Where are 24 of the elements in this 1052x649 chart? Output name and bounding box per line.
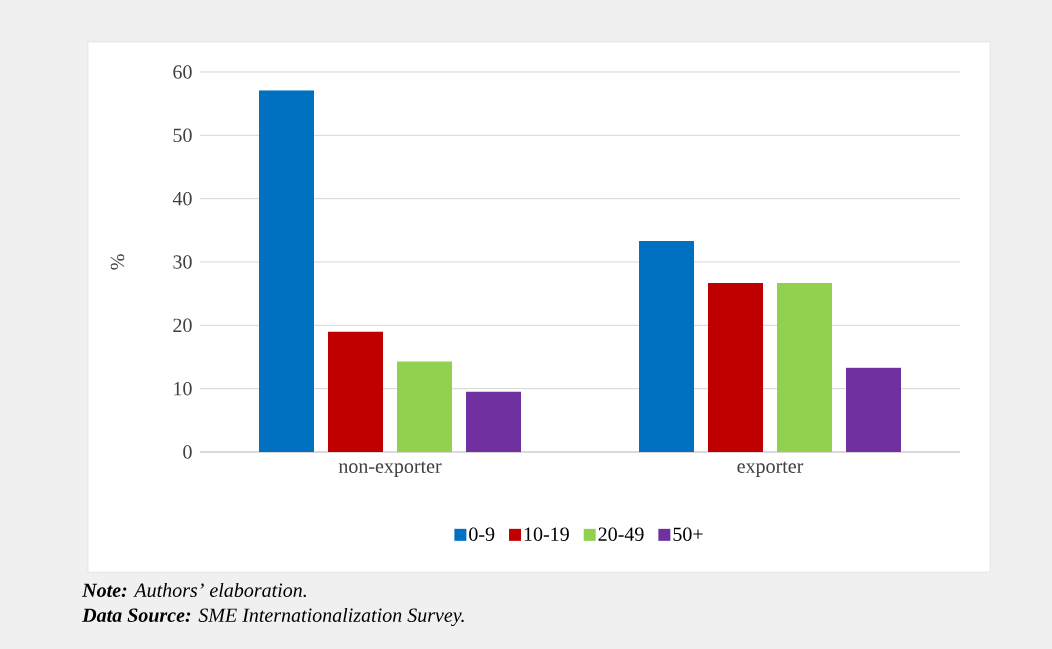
x-tick-label: exporter <box>737 461 804 478</box>
legend-label: 20-49 <box>598 527 644 541</box>
bar <box>846 367 901 452</box>
bar <box>466 391 521 452</box>
x-tick-label: non-exporter <box>338 461 442 478</box>
bar <box>328 331 383 452</box>
y-axis-title: % <box>110 254 125 270</box>
text: Data Source: SME Internationalization Survey. <box>82 607 464 627</box>
text: Note: Authors’ elaboration. <box>82 582 306 598</box>
bar <box>777 282 832 452</box>
bar <box>708 282 764 452</box>
legend-label: 50+ <box>673 527 703 541</box>
bar <box>639 241 695 452</box>
y-tick-label: 30 <box>173 255 192 269</box>
y-tick-label: 10 <box>174 381 192 396</box>
y-tick-label: 60 <box>173 65 192 79</box>
legend-label: 10-19 <box>524 527 569 541</box>
bar <box>397 361 453 452</box>
y-tick-label: 0 <box>183 445 192 459</box>
bar <box>259 90 314 452</box>
y-tick-label: 40 <box>172 191 192 206</box>
y-tick-label: 50 <box>173 128 192 143</box>
y-tick-label: 20 <box>173 318 192 333</box>
legend-label: 0-9 <box>469 527 495 541</box>
